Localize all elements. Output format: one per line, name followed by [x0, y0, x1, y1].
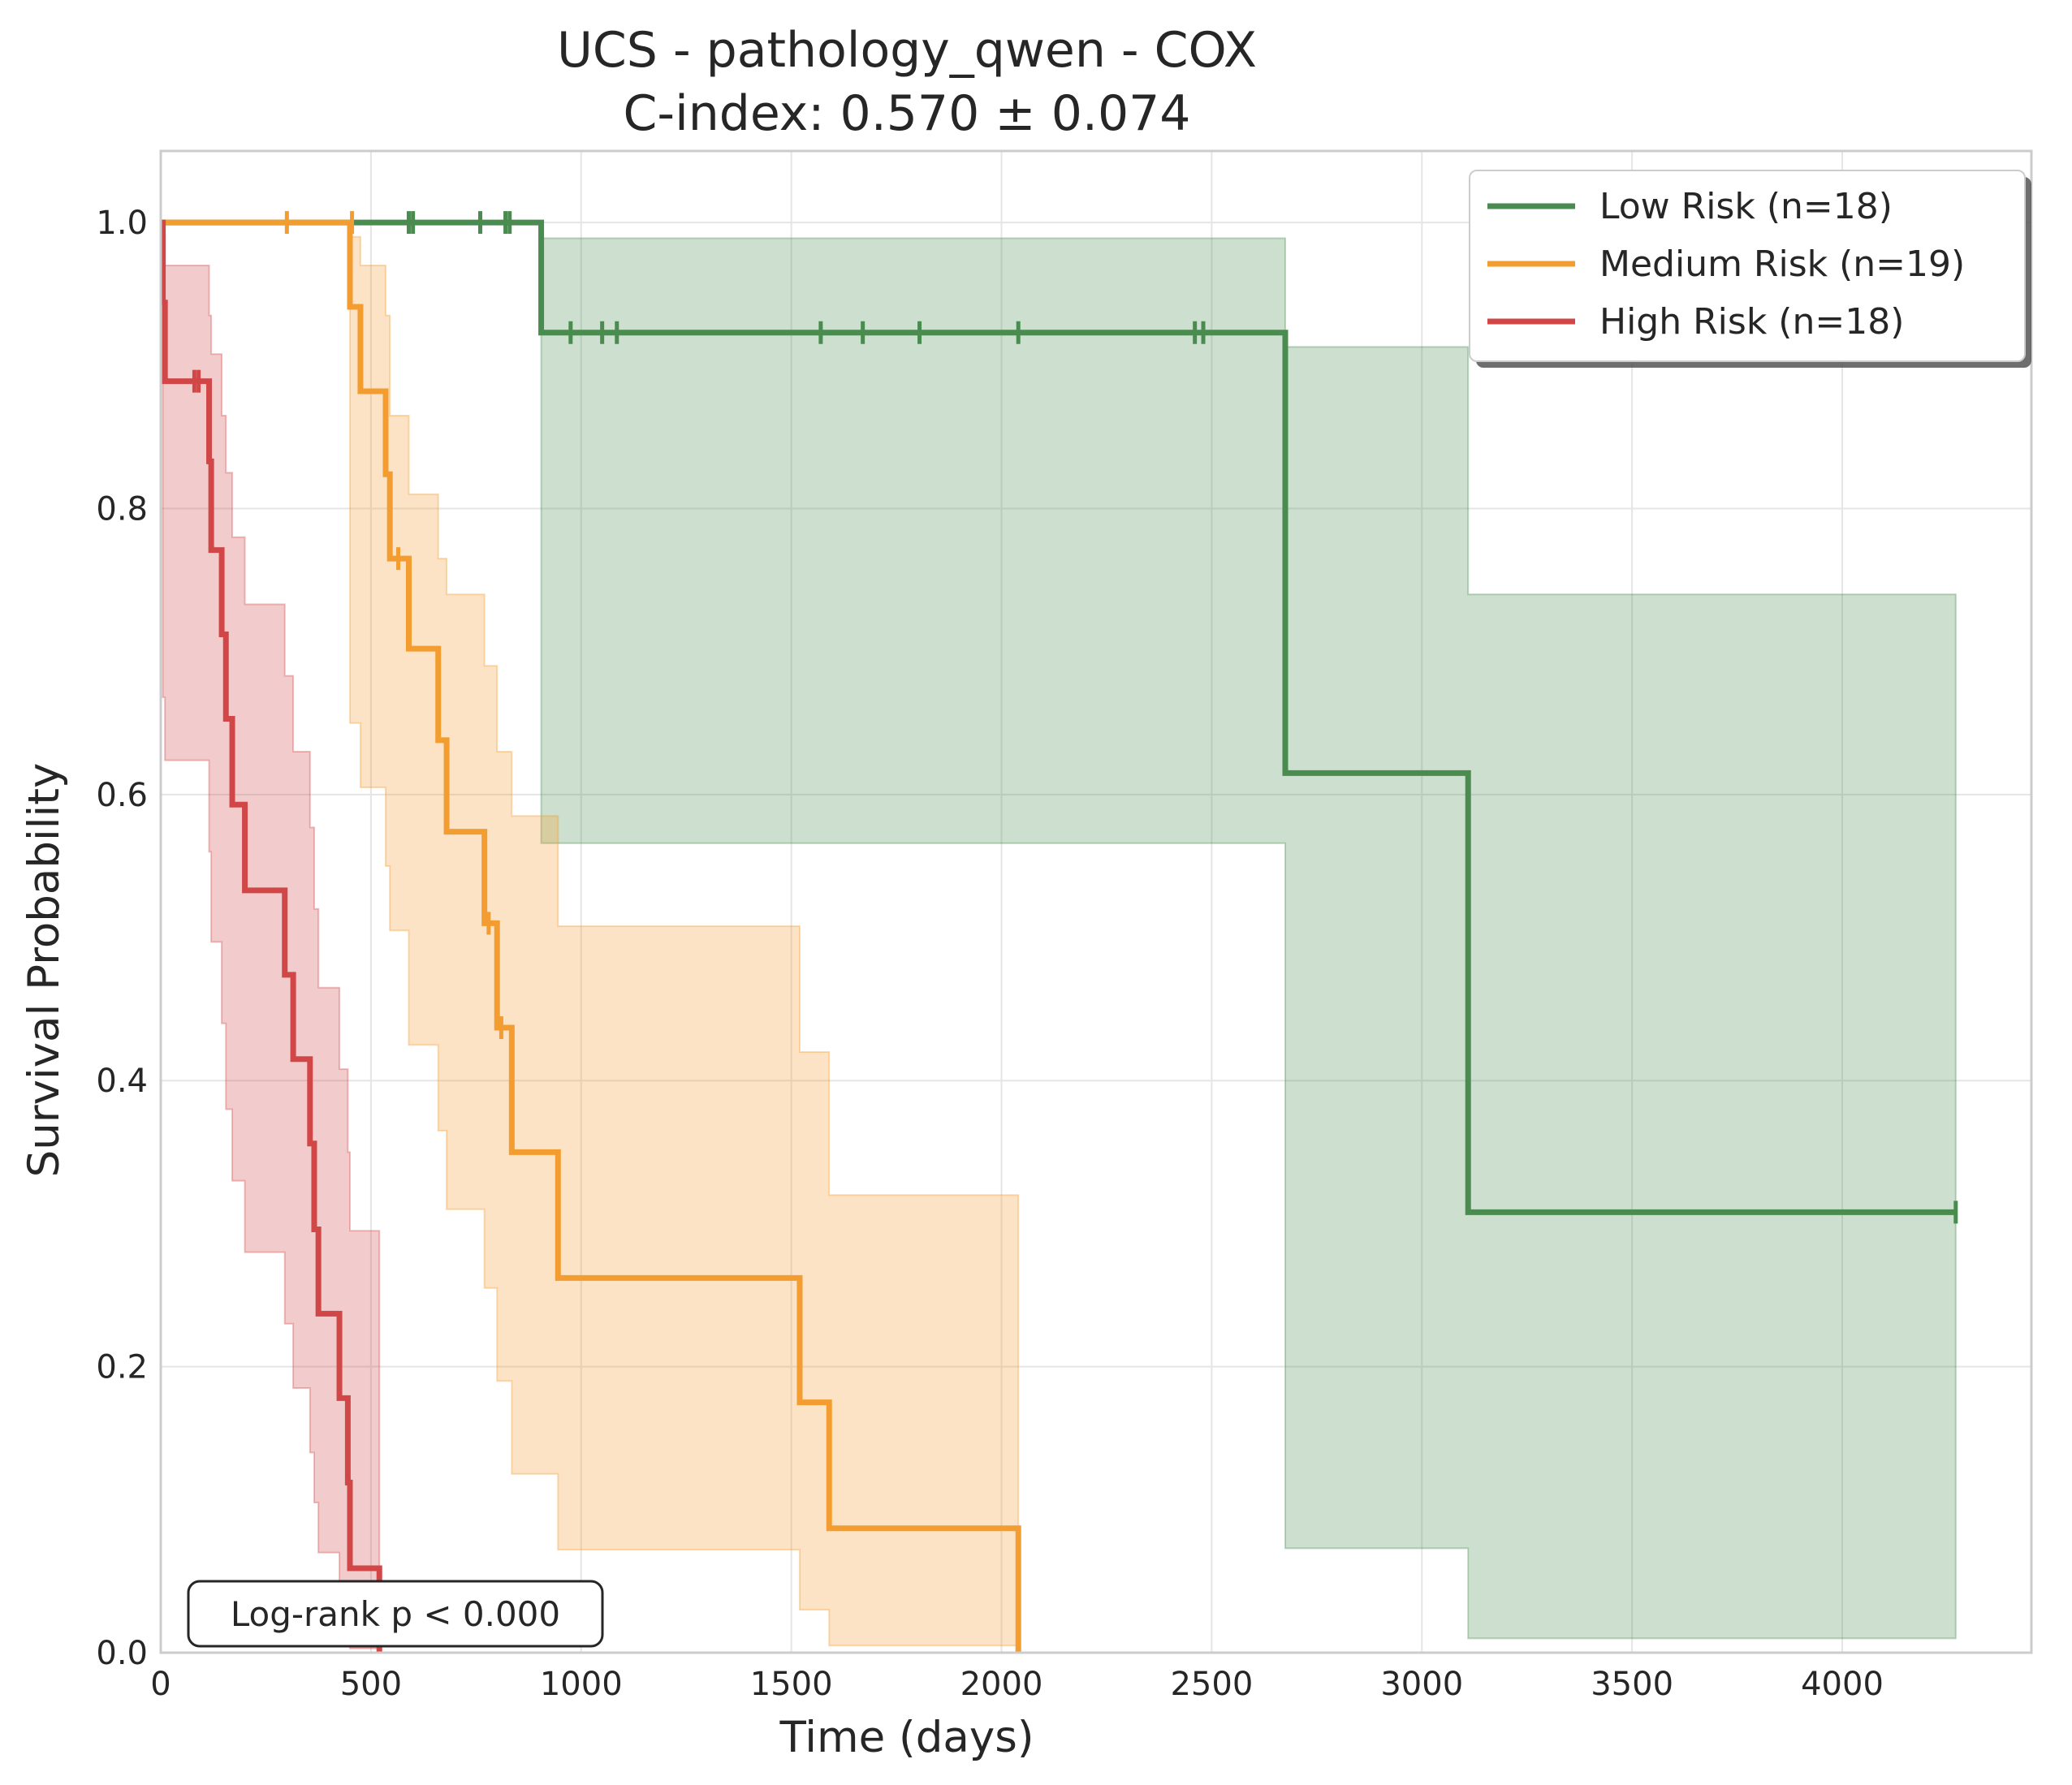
- x-tick-label: 2000: [960, 1666, 1043, 1703]
- x-tick-label: 2500: [1170, 1666, 1253, 1703]
- y-tick-label: 0.4: [96, 1063, 148, 1100]
- y-tick-label: 0.0: [96, 1635, 148, 1672]
- chart-subtitle: C-index: 0.570 ± 0.074: [624, 85, 1191, 142]
- ci-band-2: [161, 222, 381, 1653]
- ci-band-0: [161, 222, 1957, 1640]
- confidence-bands: [161, 222, 1957, 1653]
- x-tick-label: 3500: [1591, 1666, 1673, 1703]
- y-tick-label: 0.2: [96, 1349, 148, 1386]
- legend-label: Medium Risk (n=19): [1599, 244, 1965, 285]
- survival-line-2: [160, 219, 382, 1653]
- ci-band-1: [161, 222, 1020, 1653]
- plot-frame: [159, 149, 2033, 1654]
- chart-title: UCS - pathology_qwen - COX: [557, 22, 1257, 79]
- logrank-annotation: Log-rank p < 0.000: [187, 1580, 604, 1648]
- x-axis-label: Time (days): [779, 1713, 1034, 1762]
- y-tick-label: 0.6: [96, 777, 148, 814]
- x-tick-label: 3000: [1380, 1666, 1463, 1703]
- x-tick-label: 0: [150, 1666, 171, 1703]
- censor-marks: [192, 211, 1958, 1224]
- survival-line-1: [161, 219, 1021, 1653]
- survival-line-0: [161, 219, 1956, 1215]
- y-axis-label: Survival Probability: [19, 763, 69, 1178]
- y-tick-label: 0.8: [96, 490, 148, 528]
- annotation-box: [187, 1580, 604, 1648]
- legend-box: [1469, 170, 2026, 362]
- y-axis-ticks: 0.0 0.2 0.4 0.6 0.8 1.0: [96, 205, 148, 1672]
- legend: Low Risk (n=18) Medium Risk (n=19) High Ri…: [1469, 170, 2031, 368]
- grid: [160, 151, 2031, 1653]
- survival-curves: [160, 219, 1956, 1653]
- x-tick-label: 1500: [750, 1666, 833, 1703]
- annotation-text: Log-rank p < 0.000: [231, 1594, 560, 1634]
- x-axis-ticks: 0 500 1000 1500 2000 2500 3000 3500 4000: [150, 1666, 1884, 1703]
- x-tick-label: 1000: [540, 1666, 623, 1703]
- legend-label: High Risk (n=18): [1599, 301, 1904, 343]
- x-tick-label: 4000: [1801, 1666, 1884, 1703]
- x-tick-label: 500: [340, 1666, 402, 1703]
- y-tick-label: 1.0: [96, 205, 148, 242]
- legend-label: Low Risk (n=18): [1599, 186, 1893, 227]
